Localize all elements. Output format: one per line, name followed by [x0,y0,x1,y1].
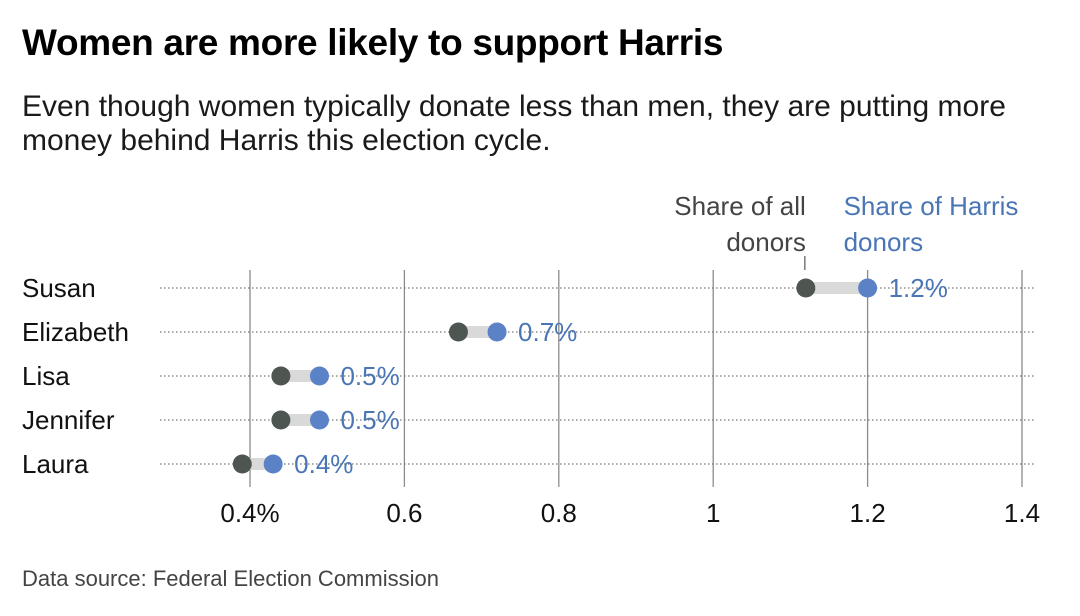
category-label: Lisa [22,361,70,391]
legend-all-donors-line2: donors [726,227,806,257]
x-tick-label: 1.2 [850,498,886,528]
harris-donors-dot [858,278,878,298]
category-label: Laura [22,449,89,479]
category-label: Jennifer [22,405,115,435]
x-tick-label: 1 [706,498,720,528]
all-donors-dot [271,410,291,430]
dot-connector [280,370,320,382]
data-source-note: Data source: Federal Election Commission [22,566,439,591]
chart-title: Women are more likely to support Harris [22,22,724,63]
x-tick-label: 0.8 [541,498,577,528]
legend-harris-donors-line2: donors [844,227,924,257]
dot-connector [458,326,498,338]
legend-harris-donors-line1: Share of Harris [844,191,1019,221]
x-tick-label: 1.4 [1004,498,1040,528]
data-label: 0.4% [294,449,353,479]
data-label: 0.7% [518,317,577,347]
legend-all-donors-line1: Share of all [674,191,806,221]
all-donors-dot [232,454,252,474]
harris-donors-dot [487,322,507,342]
chart-subtitle: Even though women typically donate less … [22,90,1006,157]
data-label: 1.2% [889,273,948,303]
data-label: 0.5% [340,405,399,435]
category-label: Susan [22,273,96,303]
all-donors-dot [796,278,816,298]
all-donors-dot [448,322,468,342]
harris-donors-dot [309,410,329,430]
dot-connector [805,282,868,294]
harris-donors-dot [263,454,283,474]
all-donors-dot [271,366,291,386]
data-label: 0.5% [340,361,399,391]
dot-connector [280,414,320,426]
harris-donors-dot [309,366,329,386]
x-tick-label: 0.4% [220,498,279,528]
category-label: Elizabeth [22,317,129,347]
x-tick-label: 0.6 [386,498,422,528]
